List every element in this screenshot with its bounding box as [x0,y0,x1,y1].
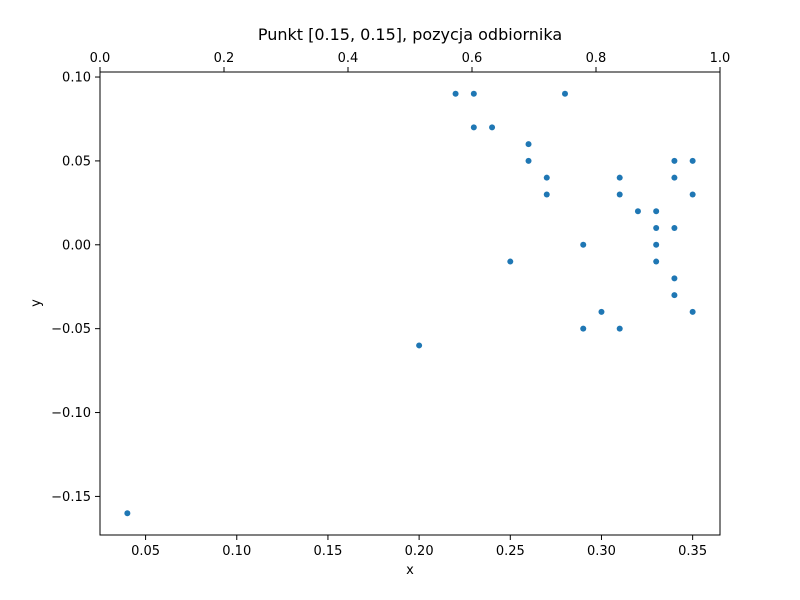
scatter-point [489,124,496,131]
plot-frame [99,71,721,536]
x-tick-label: 0.30 [587,544,616,559]
y-tick-label: −0.05 [51,322,91,337]
x-tick-label: 0.20 [405,544,434,559]
y-axis-left: −0.15 −0.10 −0.05 0.00 0.05 0.10 [51,71,100,505]
scatter-point [452,90,459,97]
x-tick-label: 0.35 [678,544,707,559]
y-tick-label: −0.10 [51,406,91,421]
top-x-tick-label: 0.6 [462,51,483,66]
scatter-point [416,342,423,349]
top-x-tick-label: 0.2 [214,51,235,66]
scatter-point [689,191,696,198]
scatter-point [616,191,623,198]
scatter-point [671,157,678,164]
top-x-tick-label: 1.0 [710,51,731,66]
scatter-point [543,191,550,198]
scatter-point [689,308,696,315]
chart-title: Punkt [0.15, 0.15], pozycja odbiornika [258,25,562,44]
scatter-point [562,90,568,97]
x-tick-label: 0.25 [496,544,525,559]
scatter-point [653,258,660,265]
scatter-point [525,157,532,164]
scatter-point [671,225,678,232]
scatter-point [653,225,660,232]
scatter-point [616,325,623,332]
x-axis-top: 0.0 0.2 0.4 0.6 0.8 1.0 [90,51,731,72]
scatter-point [470,124,477,131]
scatter-point [653,208,660,215]
scatter-point [580,241,587,248]
top-x-tick-label: 0.0 [90,51,111,66]
x-tick-label: 0.05 [131,544,160,559]
plot-area [99,71,721,536]
scatter-point [671,292,678,299]
scatter-point [671,174,678,181]
y-tick-label: 0.05 [62,154,91,169]
x-axis-label: x [406,563,414,578]
scatter-point [525,141,532,148]
x-tick-label: 0.15 [313,544,342,559]
x-tick-label: 0.10 [222,544,251,559]
scatter-point [598,308,605,315]
top-x-tick-label: 0.8 [586,51,607,66]
scatter-point [507,258,514,265]
x-axis-bottom: 0.05 0.10 0.15 0.20 0.25 0.30 0.35 [131,535,707,559]
y-tick-label: 0.00 [62,238,91,253]
scatter-point [671,275,678,282]
scatter-point [543,174,550,181]
scatter-point [634,208,641,215]
scatter-point [470,90,477,97]
scatter-point [653,241,660,248]
y-axis-label: y [29,299,44,307]
scatter-point [124,510,131,517]
y-tick-label: 0.10 [62,71,91,86]
scatter-point [616,174,623,181]
scatter-point [580,325,587,332]
top-x-tick-label: 0.4 [338,51,359,66]
y-tick-label: −0.15 [51,490,91,505]
scatter-point [689,157,696,164]
data-points [124,90,696,517]
